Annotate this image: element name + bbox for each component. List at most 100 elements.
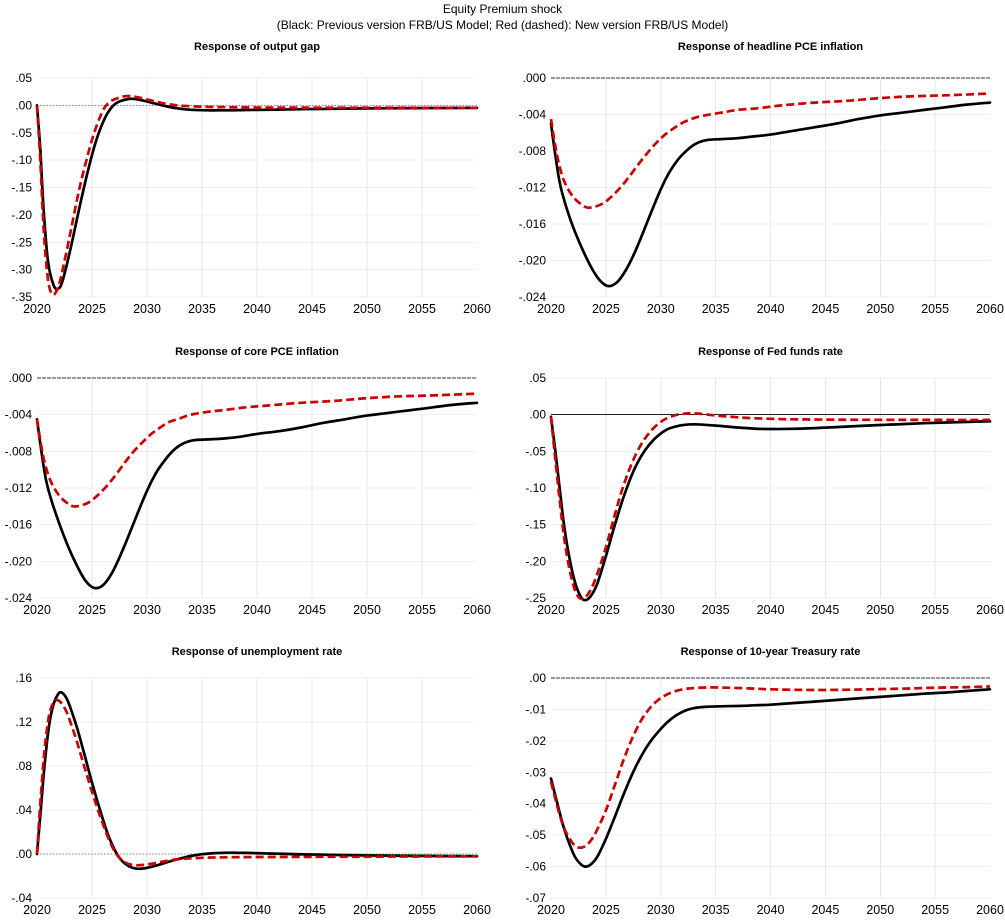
y-tick-label: -.05 — [525, 444, 546, 458]
x-tick-label: 2035 — [188, 302, 216, 316]
x-tick-label: 2030 — [647, 903, 675, 917]
x-tick-label: 2055 — [921, 903, 949, 917]
panel-fed-funds-rate: Response of Fed funds rate .05 .00 -.05 -.10… — [525, 346, 1004, 617]
series-previous-line — [35, 690, 479, 871]
x-tick-label: 2035 — [702, 603, 730, 617]
x-tick-label: 2025 — [592, 903, 620, 917]
y-tick-label: -.05 — [11, 126, 32, 140]
x-tick-label: 2030 — [133, 903, 161, 917]
x-tick-label: 2030 — [133, 302, 161, 316]
y-tick-label: .12 — [15, 715, 32, 729]
x-tick-label: 2020 — [23, 903, 51, 917]
x-tick-label: 2040 — [243, 302, 271, 316]
y-tick-label: -.024 — [5, 591, 33, 605]
x-tick-label: 2030 — [647, 603, 675, 617]
x-tick-label: 2055 — [408, 302, 436, 316]
series-new-line — [35, 94, 477, 297]
y-tick-label: -.024 — [519, 290, 547, 304]
panel-headline-pce-inflation: Response of headline PCE inflation .000 -.… — [519, 41, 1004, 316]
series-previous-line — [549, 101, 992, 288]
y-tick-label: .04 — [15, 803, 32, 817]
panel-unemployment-rate: Response of unemployment rate .16 .12 .08 .0… — [11, 646, 491, 917]
panel-title: Response of unemployment rate — [172, 646, 343, 658]
x-tick-label: 2020 — [23, 603, 51, 617]
y-tick-label: -.25 — [11, 235, 32, 249]
x-tick-label: 2040 — [243, 903, 271, 917]
x-tick-label: 2045 — [298, 302, 326, 316]
y-tick-label: -.07 — [525, 891, 546, 905]
y-tick-label: .05 — [529, 371, 546, 385]
y-tick-label: -.10 — [525, 481, 546, 495]
y-tick-label: .08 — [15, 759, 32, 773]
x-tick-label: 2020 — [537, 903, 565, 917]
y-tick-label: -.06 — [525, 860, 546, 874]
figure-title: Equity Premium shock — [442, 2, 563, 16]
x-tick-label: 2020 — [23, 302, 51, 316]
x-tick-label: 2040 — [757, 302, 785, 316]
y-tick-label: -.15 — [525, 518, 546, 532]
y-tick-label: -.04 — [525, 797, 546, 811]
x-tick-label: 2025 — [592, 302, 620, 316]
y-tick-label: -.020 — [5, 554, 33, 568]
y-tick-label: .00 — [529, 671, 546, 685]
figure-subtitle: (Black: Previous version FRB/US Model; R… — [276, 18, 729, 32]
y-tick-label: -.35 — [11, 290, 32, 304]
y-tick-label: -.30 — [11, 263, 32, 277]
y-tick-label: .000 — [9, 371, 33, 385]
panel-core-pce-inflation: Response of core PCE inflation .000 -.004 -… — [5, 346, 491, 617]
x-tick-label: 2025 — [78, 302, 106, 316]
y-tick-label: .000 — [523, 71, 547, 85]
y-tick-label: .00 — [15, 98, 32, 112]
x-tick-label: 2055 — [408, 903, 436, 917]
y-tick-label: .00 — [529, 408, 546, 422]
series-previous-line — [549, 415, 992, 602]
y-tick-label: -.03 — [525, 765, 546, 779]
x-tick-label: 2025 — [78, 603, 106, 617]
y-tick-label: .05 — [15, 71, 32, 85]
series-previous-line — [549, 687, 992, 868]
x-tick-label: 2060 — [463, 903, 491, 917]
panel-title: Response of output gap — [194, 41, 320, 53]
x-tick-label: 2055 — [408, 603, 436, 617]
x-tick-label: 2050 — [866, 302, 894, 316]
y-tick-label: -.012 — [519, 181, 547, 195]
x-tick-label: 2020 — [537, 603, 565, 617]
x-tick-label: 2050 — [866, 603, 894, 617]
x-tick-label: 2035 — [188, 903, 216, 917]
x-tick-label: 2030 — [133, 603, 161, 617]
x-tick-label: 2060 — [976, 603, 1004, 617]
series-new-line — [35, 698, 477, 867]
panel-title: Response of 10-year Treasury rate — [681, 646, 861, 658]
x-tick-label: 2025 — [592, 603, 620, 617]
x-tick-label: 2050 — [353, 603, 381, 617]
x-tick-label: 2050 — [866, 903, 894, 917]
x-tick-label: 2040 — [243, 603, 271, 617]
y-tick-label: -.016 — [5, 518, 33, 532]
x-tick-label: 2060 — [976, 302, 1004, 316]
y-tick-label: -.020 — [519, 254, 547, 268]
y-tick-label: .00 — [15, 847, 32, 861]
y-tick-label: -.01 — [525, 702, 546, 716]
x-tick-label: 2045 — [298, 903, 326, 917]
series-new-line — [549, 92, 991, 210]
x-tick-label: 2060 — [463, 302, 491, 316]
y-tick-label: -.20 — [525, 554, 546, 568]
x-tick-label: 2035 — [702, 903, 730, 917]
panel-title: Response of core PCE inflation — [175, 346, 339, 358]
x-tick-label: 2025 — [78, 903, 106, 917]
x-tick-label: 2040 — [757, 603, 785, 617]
x-tick-label: 2035 — [188, 603, 216, 617]
x-tick-label: 2045 — [811, 302, 839, 316]
y-tick-label: -.008 — [519, 144, 547, 158]
x-tick-label: 2060 — [976, 903, 1004, 917]
x-tick-label: 2045 — [811, 903, 839, 917]
y-tick-label: .16 — [15, 671, 32, 685]
series-previous-line — [35, 401, 479, 590]
y-tick-label: -.008 — [5, 444, 33, 458]
x-tick-label: 2020 — [537, 302, 565, 316]
x-tick-label: 2045 — [811, 603, 839, 617]
x-tick-label: 2060 — [463, 603, 491, 617]
panel-treasury-10y-rate: Response of 10-year Treasury rate .00 -.01… — [525, 646, 1004, 917]
